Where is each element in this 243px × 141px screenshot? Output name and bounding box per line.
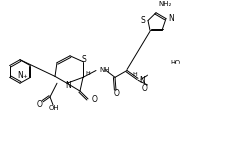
Text: O: O	[92, 95, 97, 104]
Text: N: N	[17, 71, 23, 80]
Text: H: H	[133, 72, 137, 77]
Text: OH: OH	[49, 105, 59, 111]
Text: O: O	[184, 97, 190, 106]
Text: O: O	[196, 72, 202, 81]
Text: N: N	[139, 76, 145, 85]
Text: +: +	[22, 74, 27, 79]
Text: O: O	[180, 79, 186, 88]
Text: N: N	[65, 81, 71, 90]
Text: O: O	[141, 84, 147, 93]
Text: S: S	[140, 16, 145, 25]
Bar	[148, 64, 243, 141]
Text: O: O	[36, 100, 42, 109]
Text: H: H	[86, 71, 90, 76]
Text: OH: OH	[177, 99, 188, 105]
Text: O: O	[150, 68, 156, 77]
Text: S: S	[82, 55, 86, 64]
Text: HO: HO	[170, 60, 180, 66]
Text: NH₂: NH₂	[158, 1, 171, 7]
Text: O: O	[114, 89, 120, 98]
Text: NH: NH	[99, 68, 110, 73]
Text: N: N	[168, 14, 174, 23]
